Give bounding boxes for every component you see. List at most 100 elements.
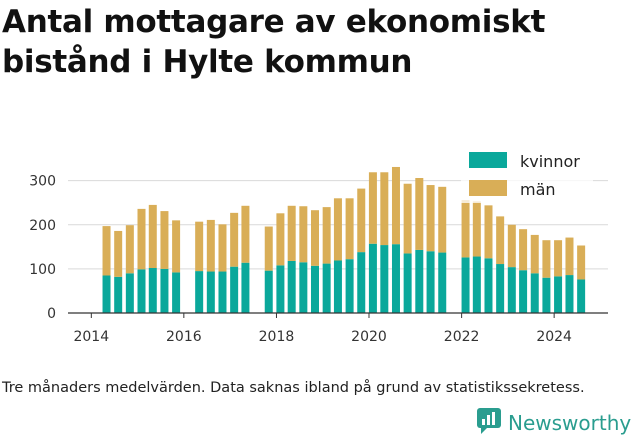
bar-man bbox=[507, 224, 516, 268]
bar-kvinnor bbox=[125, 273, 134, 313]
bar-man bbox=[519, 229, 528, 271]
bar-man bbox=[287, 205, 296, 261]
bar-man bbox=[195, 221, 204, 272]
bar-kvinnor bbox=[438, 252, 447, 313]
bar-man bbox=[276, 213, 285, 266]
bar-man bbox=[148, 204, 157, 268]
bar-kvinnor bbox=[276, 265, 285, 313]
bar-man bbox=[264, 226, 273, 271]
y-tick-label: 0 bbox=[47, 306, 56, 322]
bar-kvinnor bbox=[230, 266, 239, 313]
bar-man bbox=[218, 224, 227, 272]
x-tick-label: 2016 bbox=[166, 329, 202, 345]
bar-man bbox=[403, 183, 412, 254]
bar-man bbox=[426, 185, 435, 252]
legend-swatch-kvinnor bbox=[469, 152, 507, 168]
legend: kvinnor män bbox=[461, 147, 593, 203]
bar-man bbox=[530, 234, 539, 274]
footnote: Tre månaders medelvärden. Data saknas ib… bbox=[2, 380, 585, 396]
bar-kvinnor bbox=[380, 245, 389, 313]
bar-man bbox=[345, 198, 354, 260]
bar-man bbox=[125, 225, 134, 274]
legend-swatch-man bbox=[469, 180, 507, 196]
bar-man bbox=[206, 219, 215, 272]
y-tick-label: 100 bbox=[29, 262, 56, 278]
newsworthy-logo-icon bbox=[476, 407, 502, 439]
bar-kvinnor bbox=[368, 243, 377, 313]
bar-kvinnor bbox=[333, 260, 342, 313]
bars bbox=[102, 166, 586, 313]
bar-kvinnor bbox=[172, 272, 181, 313]
bar-kvinnor bbox=[484, 258, 493, 313]
y-tick-label: 300 bbox=[29, 174, 56, 190]
bar-kvinnor bbox=[137, 269, 146, 313]
bar-man bbox=[333, 198, 342, 261]
bar-man bbox=[554, 240, 563, 277]
bar-man bbox=[472, 201, 481, 257]
brand-logo[interactable]: Newsworthy bbox=[476, 408, 631, 438]
stacked-bar-chart: 0 100 200 300 2014 2016 2018 2020 2022 2024 kvinn… bbox=[29, 147, 608, 345]
bar-kvinnor bbox=[472, 256, 481, 313]
bar-kvinnor bbox=[114, 276, 123, 313]
bar-kvinnor bbox=[403, 253, 412, 313]
bar-kvinnor bbox=[241, 262, 250, 313]
x-tick-label: 2022 bbox=[444, 329, 480, 345]
bar-man bbox=[241, 205, 250, 263]
bar-man bbox=[565, 237, 574, 276]
bar-man bbox=[368, 172, 377, 244]
bar-kvinnor bbox=[322, 263, 331, 313]
bar-man bbox=[380, 172, 389, 246]
bar-man bbox=[357, 188, 366, 253]
bar-man bbox=[496, 216, 505, 265]
bar-man bbox=[172, 220, 181, 273]
bar-kvinnor bbox=[565, 275, 574, 313]
legend-label-kvinnor: kvinnor bbox=[520, 152, 580, 171]
bar-man bbox=[415, 178, 424, 250]
bar-man bbox=[230, 212, 239, 267]
bar-man bbox=[114, 230, 123, 277]
bar-man bbox=[299, 206, 308, 263]
bar-man bbox=[137, 208, 146, 270]
bar-kvinnor bbox=[507, 267, 516, 313]
bar-kvinnor bbox=[530, 273, 539, 313]
x-tick-label: 2024 bbox=[536, 329, 572, 345]
axes: 0 100 200 300 2014 2016 2018 2020 2022 2024 bbox=[29, 174, 608, 345]
bar-kvinnor bbox=[415, 249, 424, 313]
bar-man bbox=[391, 166, 400, 245]
bar-kvinnor bbox=[426, 251, 435, 313]
brand-name: Newsworthy bbox=[508, 411, 631, 435]
x-tick-label: 2014 bbox=[73, 329, 109, 345]
bar-kvinnor bbox=[264, 270, 273, 313]
bar-kvinnor bbox=[577, 279, 586, 313]
bar-kvinnor bbox=[195, 271, 204, 313]
bar-kvinnor bbox=[206, 271, 215, 313]
bar-man bbox=[577, 245, 586, 280]
bar-man bbox=[322, 207, 331, 264]
bar-kvinnor bbox=[160, 268, 169, 313]
bar-kvinnor bbox=[287, 260, 296, 313]
bar-kvinnor bbox=[391, 244, 400, 313]
bar-kvinnor bbox=[102, 275, 111, 313]
x-tick-label: 2018 bbox=[259, 329, 295, 345]
bar-kvinnor bbox=[299, 262, 308, 313]
x-tick-label: 2020 bbox=[351, 329, 387, 345]
legend-label-man: män bbox=[520, 180, 556, 199]
bar-kvinnor bbox=[519, 270, 528, 313]
bar-kvinnor bbox=[310, 265, 319, 313]
bar-man bbox=[484, 205, 493, 259]
bar-kvinnor bbox=[357, 252, 366, 313]
chart-title: Antal mottagare av ekonomiskt bistånd i … bbox=[2, 4, 546, 80]
bar-man bbox=[160, 211, 169, 269]
bar-kvinnor bbox=[542, 277, 551, 313]
bar-man bbox=[542, 240, 551, 278]
bar-man bbox=[102, 226, 111, 276]
bar-kvinnor bbox=[496, 264, 505, 313]
bar-kvinnor bbox=[461, 257, 470, 313]
bar-man bbox=[438, 186, 447, 253]
bar-kvinnor bbox=[218, 271, 227, 313]
bar-man bbox=[310, 210, 319, 266]
y-tick-label: 200 bbox=[29, 218, 56, 234]
bar-kvinnor bbox=[554, 276, 563, 313]
bar-kvinnor bbox=[345, 259, 354, 313]
bar-man bbox=[461, 200, 470, 258]
